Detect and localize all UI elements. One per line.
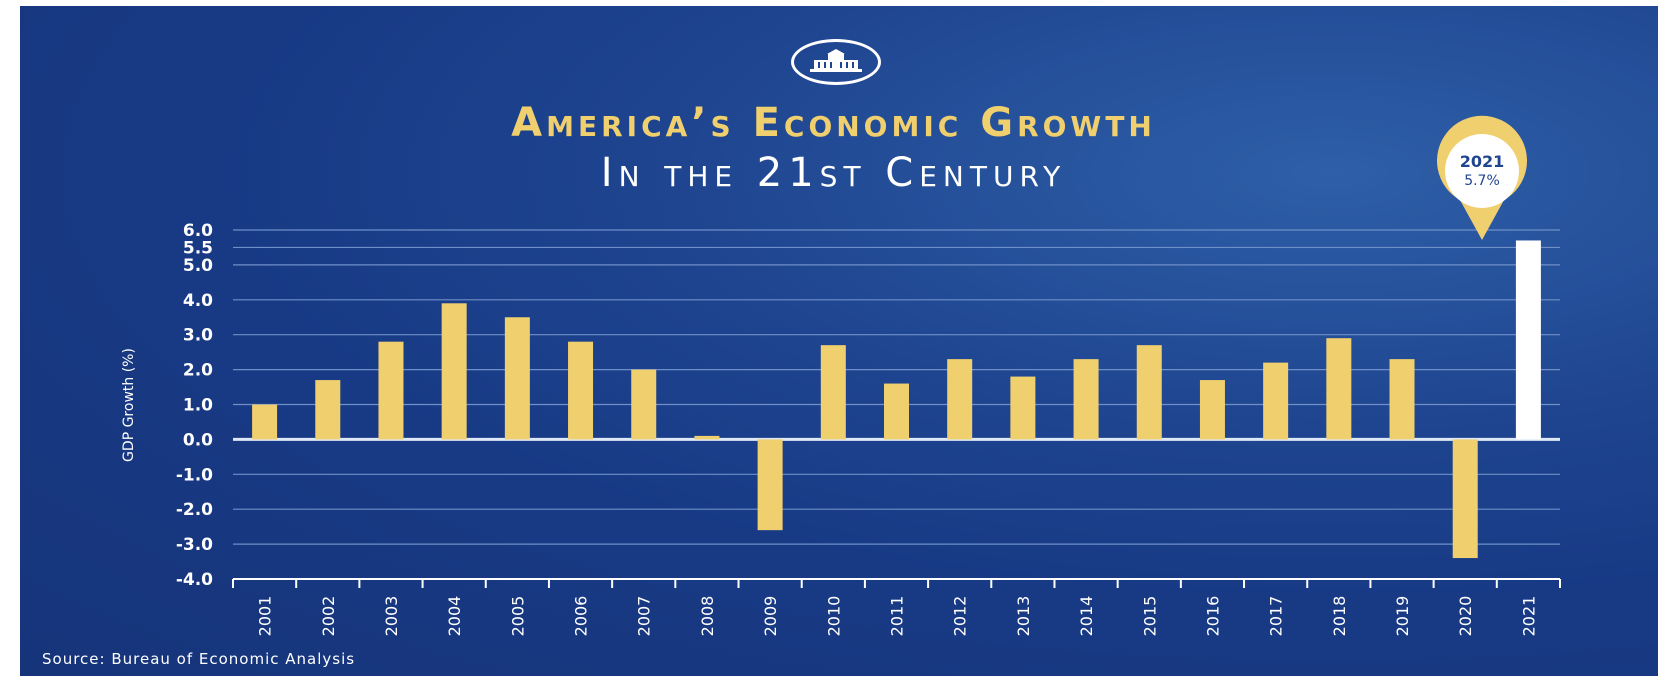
- bar-2011: [884, 383, 909, 440]
- y-tick-labels: 6.05.55.0 4.0 3.0 2.0 1.0 0.0 -1.0 -2.0 -3.0 -4.0: [176, 221, 213, 590]
- axes: [232, 578, 1561, 588]
- x-tick-label: 2006: [572, 596, 591, 637]
- x-tick-label: 2020: [1456, 596, 1475, 637]
- x-tick-label: 2009: [761, 596, 780, 637]
- bar-2007: [631, 369, 657, 440]
- x-tick-label: 2021: [1519, 596, 1538, 637]
- bar-2001: [252, 404, 278, 440]
- x-tick-label: 2016: [1203, 596, 1222, 637]
- highlight-pin: 2021 5.7%: [1437, 115, 1528, 240]
- y-tick-label: -4.0: [176, 570, 213, 590]
- bar-2015: [1136, 345, 1162, 440]
- x-tick-label: 2013: [1014, 596, 1033, 637]
- bar-2003: [378, 341, 404, 440]
- highlight-year: 2021: [1460, 152, 1505, 171]
- x-tick-label: 2017: [1267, 596, 1286, 637]
- bar-2009: [757, 439, 783, 531]
- x-tick-label: 2007: [635, 596, 654, 637]
- y-tick-label: 5.5: [183, 238, 213, 258]
- bar-2021: [1515, 240, 1541, 440]
- bar-2006: [568, 341, 594, 440]
- bar-2017: [1263, 362, 1289, 440]
- infographic-card: [20, 6, 1658, 676]
- bar-2014: [1073, 359, 1099, 440]
- x-tick-label: 2014: [1077, 596, 1096, 637]
- x-tick-label: 2002: [319, 596, 338, 637]
- bars: [252, 240, 1541, 559]
- y-tick-label: 1.0: [183, 396, 213, 416]
- x-tick-label: 2018: [1330, 596, 1349, 637]
- bar-2005: [504, 317, 530, 440]
- bar-2010: [820, 345, 846, 440]
- source-note: Source: Bureau of Economic Analysis: [42, 650, 356, 668]
- bar-2013: [1010, 376, 1036, 440]
- bar-2012: [947, 359, 973, 440]
- highlight-value: 5.7%: [1464, 173, 1500, 189]
- x-tick-label: 2005: [508, 596, 527, 637]
- x-tick-label: 2015: [1140, 596, 1159, 637]
- bar-2008: [694, 435, 720, 440]
- white-house-icon: [791, 39, 881, 85]
- y-tick-label: 4.0: [183, 291, 213, 311]
- x-tick-labels: 2001 2002 2003 2004 2005 2006 2007 2008 2009 2010…: [256, 596, 1539, 637]
- bar-2016: [1199, 380, 1225, 440]
- y-axis-label: GDP Growth (%): [121, 348, 137, 462]
- y-tick-label: 6.0: [183, 221, 213, 241]
- x-tick-label: 2010: [824, 596, 843, 637]
- y-tick-label: 5.0: [183, 256, 213, 276]
- x-tick-label: 2008: [698, 596, 717, 637]
- title-line-1: America’s Economic Growth: [511, 100, 1156, 146]
- x-tick-label: 2004: [445, 596, 464, 637]
- y-tick-label: -2.0: [176, 500, 213, 520]
- y-tick-label: 0.0: [183, 430, 213, 450]
- x-tick-label: 2012: [951, 596, 970, 637]
- x-tick-label: 2011: [888, 596, 907, 637]
- title-line-2: In the 21st Century: [600, 150, 1067, 196]
- y-tick-label: -3.0: [176, 535, 213, 555]
- bar-2019: [1389, 359, 1415, 440]
- bar-2004: [441, 303, 467, 440]
- bar-2002: [315, 380, 341, 440]
- bar-2018: [1326, 338, 1352, 440]
- x-tick-label: 2001: [256, 596, 275, 637]
- x-tick-label: 2003: [382, 596, 401, 637]
- y-tick-label: 2.0: [183, 361, 213, 381]
- x-tick-label: 2019: [1393, 596, 1412, 637]
- y-tick-label: 3.0: [183, 326, 213, 346]
- bar-2020: [1452, 439, 1478, 559]
- y-tick-label: -1.0: [176, 465, 213, 485]
